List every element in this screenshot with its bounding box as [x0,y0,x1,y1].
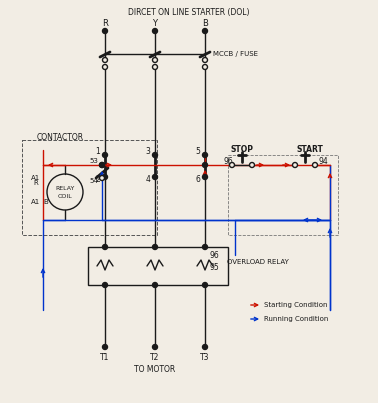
Text: A1: A1 [31,199,40,205]
Text: RELAY: RELAY [55,185,75,191]
Circle shape [152,29,158,33]
Text: B: B [202,19,208,29]
Circle shape [203,174,208,179]
Circle shape [102,64,107,69]
Circle shape [152,152,158,158]
Circle shape [313,162,318,168]
Text: 94: 94 [318,158,328,166]
Circle shape [152,174,158,179]
Text: R: R [102,19,108,29]
Bar [22,140,157,235]
Circle shape [203,152,208,158]
Circle shape [203,29,208,33]
Text: A1: A1 [31,175,40,181]
Circle shape [102,245,107,249]
Text: MCCB / FUSE: MCCB / FUSE [213,51,258,57]
Text: 3: 3 [146,147,150,156]
Circle shape [203,58,208,62]
Text: TO MOTOR: TO MOTOR [134,366,176,374]
Text: Starting Condition: Starting Condition [264,302,327,308]
Text: 6: 6 [195,175,200,185]
Circle shape [203,245,208,249]
Text: T1: T1 [100,353,110,361]
Text: R: R [34,180,39,186]
Text: STOP: STOP [231,145,254,154]
Text: T3: T3 [200,353,210,361]
Text: 95: 95 [210,264,220,272]
Text: T2: T2 [150,353,160,361]
Text: 5: 5 [195,147,200,156]
Circle shape [203,345,208,349]
Circle shape [102,345,107,349]
Circle shape [152,64,158,69]
Circle shape [152,345,158,349]
Circle shape [152,58,158,62]
Text: 1: 1 [96,147,101,156]
Circle shape [152,283,158,287]
Text: OVERLOAD RELAY: OVERLOAD RELAY [227,259,289,265]
Circle shape [102,174,107,179]
Circle shape [203,162,208,168]
Circle shape [229,162,234,168]
Text: START: START [297,145,324,154]
Circle shape [99,162,104,168]
Text: 4: 4 [146,175,150,185]
Circle shape [249,162,254,168]
Circle shape [203,64,208,69]
Circle shape [152,245,158,249]
Circle shape [293,162,297,168]
Circle shape [99,175,104,181]
Bar [228,155,338,235]
Circle shape [99,162,104,168]
Text: 53: 53 [90,158,98,164]
Text: 54: 54 [90,178,98,184]
Circle shape [102,152,107,158]
Text: 96: 96 [210,251,220,260]
Text: Running Condition: Running Condition [264,316,328,322]
Circle shape [102,283,107,287]
Text: 96: 96 [223,158,233,166]
Circle shape [102,29,107,33]
Text: B: B [43,199,48,205]
Text: CONTACTOR: CONTACTOR [36,133,84,141]
Text: Y: Y [152,19,158,29]
Bar [88,247,228,285]
Circle shape [102,58,107,62]
Text: DIRCET ON LINE STARTER (DOL): DIRCET ON LINE STARTER (DOL) [128,8,250,17]
Circle shape [203,283,208,287]
Text: COIL: COIL [57,193,72,199]
Text: 2: 2 [96,175,101,185]
